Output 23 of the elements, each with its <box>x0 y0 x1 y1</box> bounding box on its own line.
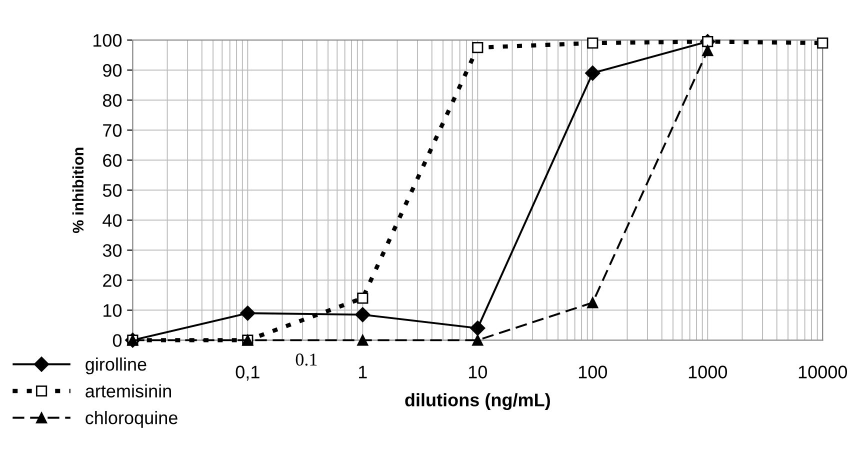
text: 0.1 <box>296 353 317 366</box>
y-axis-title: % inhibition <box>72 148 84 234</box>
y-tick-label: 0 <box>112 334 122 347</box>
legend-label: artemisinin <box>86 384 171 398</box>
x-tick-label: 100 <box>578 366 607 378</box>
y-tick-label: 30 <box>102 244 122 257</box>
x-tick-label: 1 <box>359 366 367 378</box>
x-tick-label: 1000 <box>688 366 728 378</box>
legend-label: chloroquine <box>86 411 178 428</box>
x-tick-label: 10 <box>468 366 487 378</box>
legend-label: girolline <box>86 357 146 374</box>
y-tick-label: 10 <box>104 304 122 317</box>
x-tick-label: 0,1 <box>236 366 260 381</box>
y-tick-label: 40 <box>102 214 122 227</box>
x-axis-title: dilutions (ng/mL) <box>405 393 550 410</box>
y-tick-label: 80 <box>102 94 122 107</box>
y-tick-label: 90 <box>103 64 122 77</box>
y-tick-label: 100 <box>94 34 122 47</box>
y-tick-label: 70 <box>103 124 122 137</box>
x-tick-label: 10000 <box>798 366 848 378</box>
y-tick-label: 20 <box>103 274 122 287</box>
y-tick-label: 50 <box>102 184 122 197</box>
y-tick-label: 60 <box>103 154 122 167</box>
